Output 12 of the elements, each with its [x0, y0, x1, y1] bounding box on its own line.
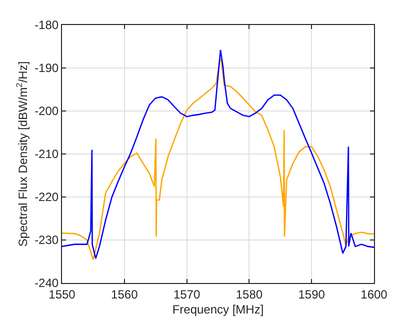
y-tick-label: -200 — [34, 104, 59, 118]
y-tick-label: -180 — [34, 18, 59, 32]
x-axis-title: Frequency [MHz] — [172, 302, 264, 316]
y-tick-label: -230 — [34, 233, 59, 248]
x-tick-label: 1560 — [111, 287, 138, 302]
x-tick-label: 1600 — [360, 287, 388, 302]
x-tick-label: 1570 — [173, 287, 200, 302]
y-tick-label: -210 — [34, 147, 59, 162]
x-tick-label: 1590 — [298, 287, 326, 302]
y-tick-label: -220 — [34, 190, 59, 204]
x-tick-label: 1580 — [236, 287, 263, 302]
y-tick-label: -190 — [34, 61, 59, 76]
